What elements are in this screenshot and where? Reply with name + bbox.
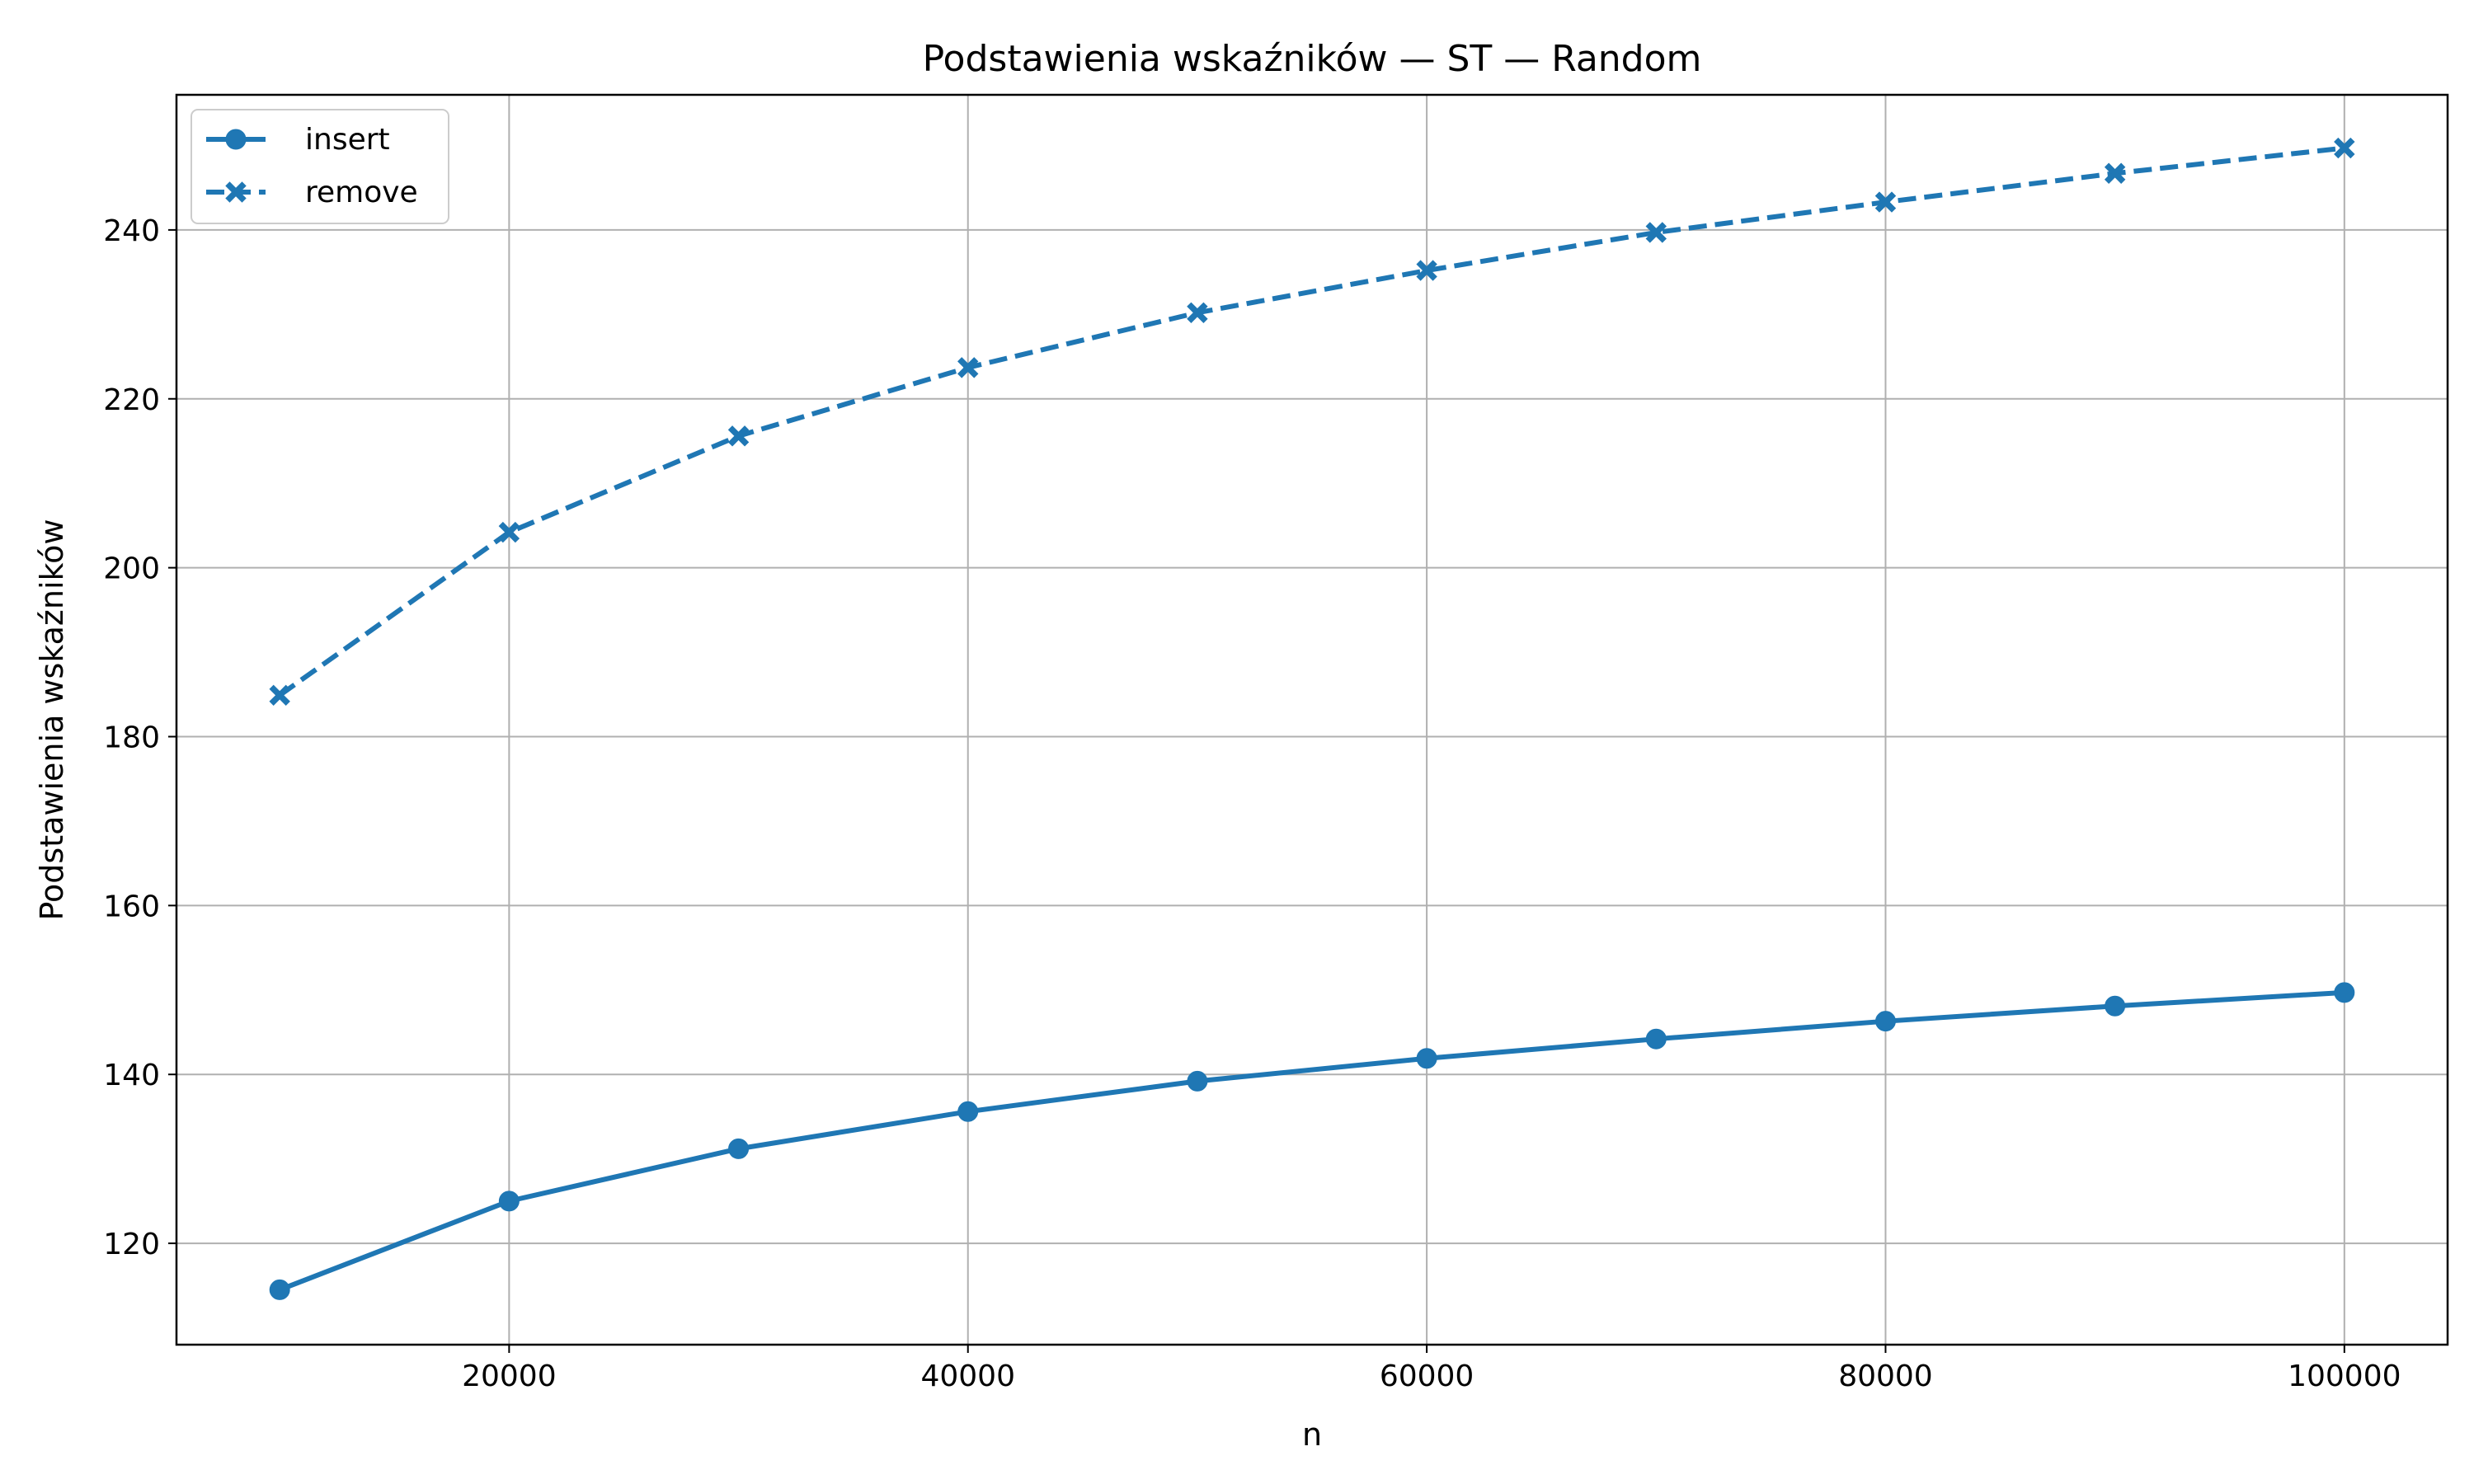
y-tick-label: 120 [103,1228,160,1261]
legend-marker-insert [225,129,247,150]
legend-entries: insert remove [206,123,418,209]
data-point-remove [1645,222,1667,243]
data-point-insert [1645,1028,1667,1050]
data-point-remove [727,425,750,447]
series-insert [269,982,2355,1300]
legend-label-insert: insert [305,123,390,157]
y-tick-label: 220 [103,383,160,417]
data-point-insert [498,1190,520,1212]
legend: insert remove [190,109,449,224]
legend-entry-insert: insert [206,123,390,157]
plot-frame [175,93,2449,1346]
y-tick-label: 240 [103,214,160,248]
data-point-insert [1416,1048,1437,1069]
data-point-insert [1874,1011,1896,1032]
chart-title: Podstawienia wskaźników — ST — Random [923,38,1702,80]
data-point-insert [2334,982,2355,1003]
data-point-remove [1416,260,1437,281]
data-point-remove [1187,302,1208,323]
grid-layer [176,95,2448,1345]
x-tick-label: 100000 [2288,1360,2401,1393]
series-line-remove [278,145,2345,697]
data-point-remove [2334,137,2355,159]
y-tick-label: 160 [103,890,160,923]
y-axis-label: Podstawienia wskaźników [34,519,70,920]
data-point-remove [498,521,520,543]
y-tick-label: 200 [103,552,160,586]
series-remove [269,137,2355,707]
x-tick-label: 40000 [920,1360,1015,1393]
x-tick-label: 20000 [462,1360,557,1393]
x-tick-label: 80000 [1838,1360,1933,1393]
legend-label-remove: remove [305,176,418,209]
data-point-insert [269,1279,290,1300]
y-tick-label: 140 [103,1059,160,1092]
legend-marker-remove [225,181,247,203]
tick-layer: 20000 40000 60000 80000 100000 120 140 160 180 20… [103,214,2401,1393]
series-line-insert [277,989,2347,1293]
data-point-insert [2105,995,2126,1017]
series-layer [269,137,2355,1300]
y-tick-label: 180 [103,721,160,754]
x-tick-label: 60000 [1380,1360,1475,1393]
legend-entry-remove: remove [206,176,418,209]
x-axis-label: n [1302,1416,1322,1453]
data-point-insert [957,1101,979,1122]
data-point-remove [957,357,979,378]
data-point-remove [2104,162,2126,184]
data-point-remove [1874,191,1897,213]
data-point-insert [1187,1070,1208,1092]
data-point-remove [269,684,290,707]
data-point-insert [728,1138,750,1159]
